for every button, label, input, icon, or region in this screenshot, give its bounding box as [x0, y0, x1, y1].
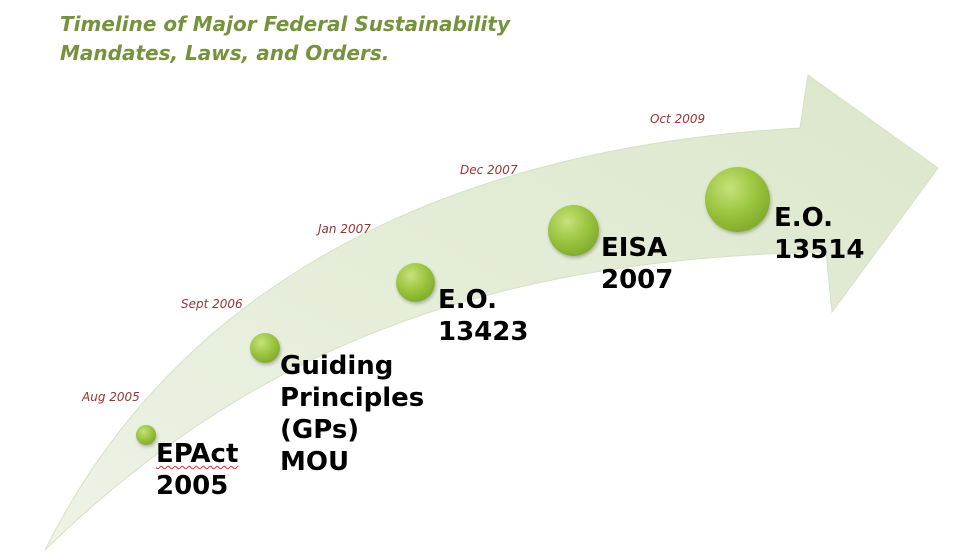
milestone-node-gps — [250, 333, 280, 363]
milestone-label-epact: EPAct 2005 — [156, 438, 238, 502]
milestone-label-line: 2005 — [156, 471, 229, 501]
milestone-label-line: Principles — [280, 383, 425, 413]
milestone-label-line: 13423 — [438, 317, 529, 347]
milestone-date-eisa: Dec 2007 — [460, 163, 518, 177]
milestone-label-line: E.O. — [774, 203, 834, 233]
milestone-label-eisa: EISA 2007 — [601, 232, 673, 296]
title-line-1: Timeline of Major Federal Sustainability — [60, 12, 511, 36]
milestone-node-eo13514 — [705, 167, 770, 232]
milestone-label-line: MOU — [280, 447, 350, 477]
milestone-date-epact: Aug 2005 — [82, 390, 140, 404]
milestone-date-gps: Sept 2006 — [181, 297, 243, 311]
milestone-node-epact — [136, 425, 156, 445]
milestone-label-line: E.O. — [438, 285, 498, 315]
milestone-label-line: 13514 — [774, 235, 865, 265]
page-title: Timeline of Major Federal Sustainability… — [60, 10, 510, 68]
milestone-label-eo13423: E.O. 13423 — [438, 284, 528, 348]
milestone-label-line: (GPs) — [280, 415, 360, 445]
milestone-date-eo13423: Jan 2007 — [318, 222, 371, 236]
milestone-date-eo13514: Oct 2009 — [650, 112, 706, 126]
milestone-label-line: 2007 — [601, 265, 674, 295]
milestone-label-line: Guiding — [280, 351, 394, 381]
milestone-label-gps: Guiding Principles (GPs) MOU — [280, 350, 424, 478]
title-line-2: Mandates, Laws, and Orders. — [60, 41, 390, 65]
milestone-label-line: EPAct — [156, 439, 239, 469]
milestone-label-eo13514: E.O. 13514 — [774, 202, 864, 266]
milestone-node-eisa — [548, 205, 599, 256]
milestone-node-eo13423 — [396, 263, 435, 302]
milestone-label-line: EISA — [601, 233, 668, 263]
